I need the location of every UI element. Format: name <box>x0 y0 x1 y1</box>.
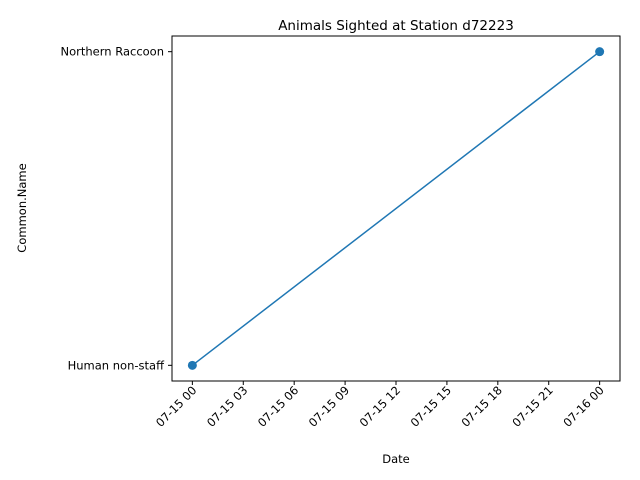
x-tick-label: 07-15 15 <box>408 383 454 429</box>
plot-area: 07-15 00 07-15 03 07-15 06 07-15 09 07-15 12… <box>61 35 621 430</box>
y-axis-label: Common.Name <box>15 163 29 252</box>
chart-title: Animals Sighted at Station d72223 <box>278 18 514 34</box>
y-tick-label: Northern Raccoon <box>61 45 165 59</box>
data-point <box>187 360 197 370</box>
x-tick-label: 07-15 21 <box>509 383 555 429</box>
x-tick-label: 07-15 06 <box>255 383 301 429</box>
series-line <box>191 51 601 366</box>
x-tick-label: 07-15 03 <box>204 383 250 429</box>
x-tick-label: 07-15 00 <box>153 383 199 429</box>
x-axis-label: Date <box>382 452 410 466</box>
x-tick-label: 07-15 18 <box>458 383 504 429</box>
x-tick-label: 07-15 12 <box>357 383 403 429</box>
x-tick-label: 07-15 09 <box>306 383 352 429</box>
y-tick-label: Human non-staff <box>68 358 165 372</box>
data-point <box>595 47 605 57</box>
x-tick-label: 07-16 00 <box>560 383 606 429</box>
